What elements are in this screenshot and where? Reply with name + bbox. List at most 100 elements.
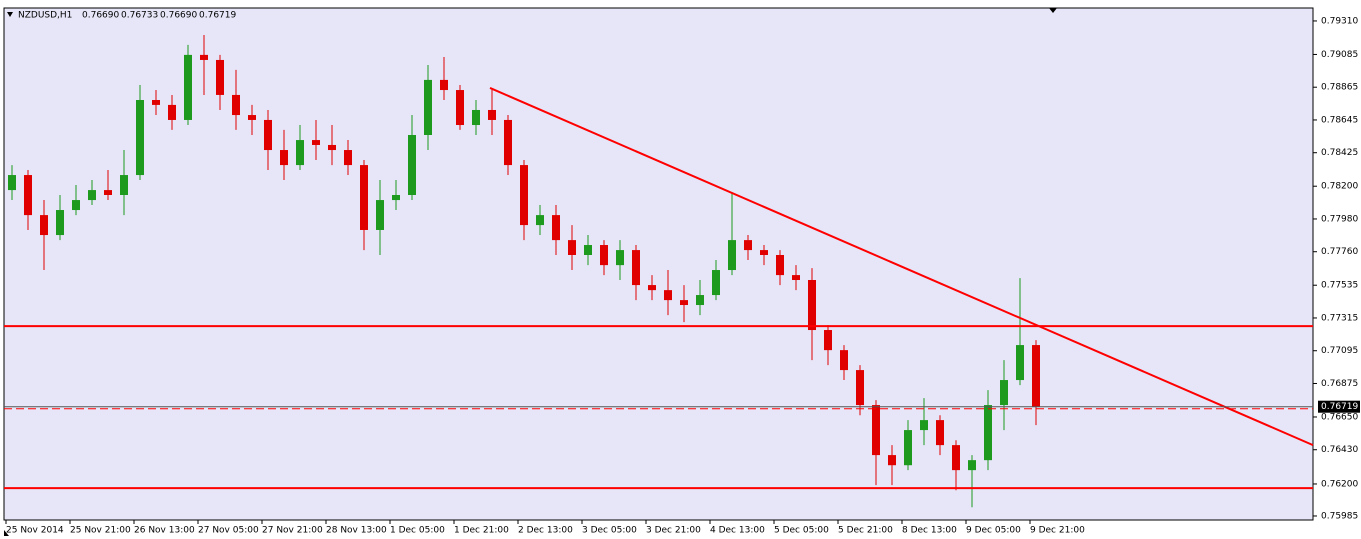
candle-body: [1016, 345, 1024, 381]
candle-body: [712, 270, 720, 296]
candle-body: [984, 405, 992, 461]
x-tick-label: 28 Nov 13:00: [326, 526, 387, 536]
candle-body: [264, 119, 272, 151]
y-tick-label: 0.76430: [1321, 445, 1358, 455]
candle-body: [808, 280, 816, 331]
candle-body: [952, 445, 960, 471]
candle-body: [872, 405, 880, 456]
x-tick-label: 27 Nov 21:00: [262, 526, 323, 536]
candle-body: [584, 245, 592, 255]
candle-body: [760, 250, 768, 255]
y-tick-label: 0.76875: [1321, 379, 1358, 389]
candle-body: [504, 119, 512, 166]
candle-body: [104, 190, 112, 195]
candle-body: [440, 79, 448, 91]
candle-body: [296, 140, 304, 166]
candle-body: [776, 254, 784, 276]
header-value: 0.76733: [121, 11, 158, 21]
price-label-box: [1318, 400, 1360, 413]
menu-arrow[interactable]: [7, 12, 13, 17]
candle-body: [728, 240, 736, 271]
chart-title: NZDUSD,H1: [18, 11, 72, 21]
price-label: 0.76719: [1321, 402, 1358, 412]
header-value: 0.76719: [199, 11, 236, 21]
y-tick-label: 0.76650: [1321, 412, 1358, 422]
y-tick-label: 0.78865: [1321, 83, 1358, 93]
candle-body: [472, 109, 480, 126]
candle-body: [552, 215, 560, 241]
candle-body: [1000, 380, 1008, 406]
x-tick-label: 2 Dec 13:00: [518, 526, 573, 536]
x-tick-label: 26 Nov 13:00: [134, 526, 195, 536]
candle-body: [376, 200, 384, 230]
x-tick-label: 3 Dec 21:00: [646, 526, 701, 536]
candle-body: [824, 330, 832, 351]
candle-body: [456, 90, 464, 126]
candle-body: [168, 104, 176, 120]
header-value: 0.76690: [82, 11, 119, 21]
candle-body: [520, 165, 528, 226]
candle-body: [792, 275, 800, 281]
candle-body: [8, 175, 16, 191]
candle-body: [568, 240, 576, 255]
trend-line: [489, 87, 1314, 447]
candle-body: [632, 250, 640, 286]
candle-body: [392, 194, 400, 201]
corner-marker: [4, 530, 9, 536]
candle-body: [200, 54, 208, 60]
x-tick-label: 1 Dec 21:00: [454, 526, 509, 536]
y-tick-label: 0.75985: [1321, 511, 1358, 521]
x-tick-label: 9 Dec 05:00: [966, 526, 1021, 536]
candle-body: [840, 350, 848, 371]
y-tick-label: 0.79310: [1321, 16, 1358, 26]
candle-body: [648, 285, 656, 291]
y-tick-label: 0.77980: [1321, 214, 1358, 224]
candle-body: [24, 175, 32, 216]
candle-body: [184, 54, 192, 120]
candle-body: [920, 420, 928, 431]
candle-body: [616, 250, 624, 266]
x-tick-label: 9 Dec 21:00: [1030, 526, 1085, 536]
candle-body: [152, 100, 160, 105]
y-tick-label: 0.78425: [1321, 148, 1358, 158]
x-tick-label: 25 Nov 21:00: [70, 526, 131, 536]
x-tick-label: 8 Dec 13:00: [902, 526, 957, 536]
candle-body: [936, 420, 944, 446]
x-tick-label: 5 Dec 05:00: [774, 526, 829, 536]
candle-body: [664, 290, 672, 301]
candle-body: [696, 295, 704, 306]
candle-body: [40, 215, 48, 236]
x-tick-label: 4 Dec 13:00: [710, 526, 765, 536]
header-value: 0.76690: [160, 11, 197, 21]
candle-body: [600, 245, 608, 266]
y-tick-label: 0.76200: [1321, 479, 1358, 489]
candle-body: [120, 175, 128, 195]
x-tick-label: 5 Dec 21:00: [838, 526, 893, 536]
candle-body: [888, 455, 896, 466]
candle-body: [744, 240, 752, 251]
candle-body: [216, 59, 224, 95]
y-tick-label: 0.77535: [1321, 281, 1358, 291]
candle-body: [280, 150, 288, 166]
candle-body: [1032, 345, 1040, 407]
candle-body: [248, 115, 256, 120]
candle-body: [312, 140, 320, 145]
candle-body: [360, 165, 368, 230]
x-tick-label: 25 Nov 2014: [6, 526, 64, 536]
candle-body: [536, 215, 544, 226]
candle-body: [680, 300, 688, 306]
candle-body: [408, 134, 416, 195]
candle-body: [424, 79, 432, 135]
candle-body: [136, 100, 144, 176]
y-tick-label: 0.77315: [1321, 313, 1358, 323]
candle-body: [88, 190, 96, 201]
x-tick-label: 3 Dec 05:00: [582, 526, 637, 536]
candle-body: [232, 94, 240, 116]
candle-body: [56, 210, 64, 236]
candle-body: [488, 109, 496, 120]
candle-body: [856, 370, 864, 406]
y-tick-label: 0.79085: [1321, 50, 1358, 60]
shift-marker: [1049, 8, 1057, 13]
